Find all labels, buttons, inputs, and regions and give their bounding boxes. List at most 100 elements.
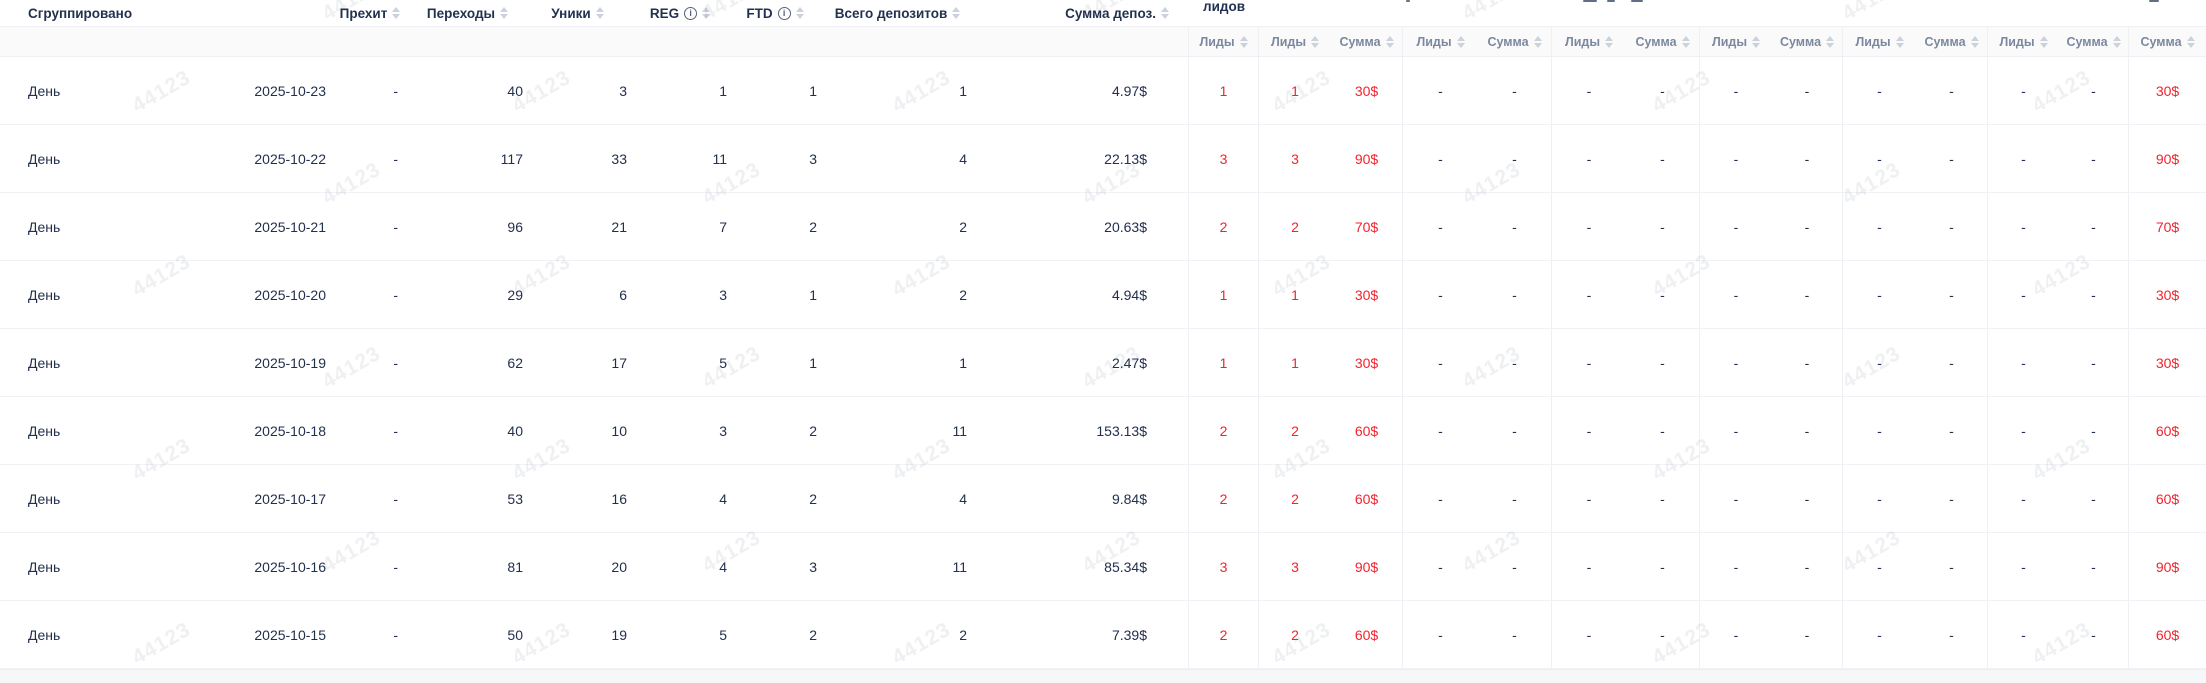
cell-date: 2025-10-21 (254, 218, 326, 235)
subheader-leads-total[interactable]: Лиды (1189, 26, 1259, 57)
subheader-leads[interactable]: Лиды (1843, 26, 1916, 57)
sort-caret-icon[interactable] (595, 7, 604, 19)
subheader-sum[interactable]: Сумма (1916, 26, 1988, 57)
cell-g3_sum: - (1626, 193, 1700, 260)
cell-g6_sum: - (2059, 601, 2129, 668)
cell-uniques: 10 (611, 422, 627, 439)
cell-g2_leads: - (1438, 626, 1443, 643)
cell-deposits: 11 (952, 558, 967, 575)
table-body: День 2025-10-23-40 3 1 1 1 4.97$ 1 1 30$ - - - - - - - - -… (0, 57, 2206, 669)
sort-caret-icon[interactable] (1239, 35, 1248, 48)
column-header-prehit[interactable]: Прехит (330, 0, 410, 26)
cell-g3_leads: - (1586, 286, 1592, 303)
sort-caret-icon[interactable] (500, 7, 509, 19)
cell-deposits: 2 (959, 286, 967, 303)
sort-caret-icon[interactable] (392, 7, 401, 19)
cell-g5_sum: - (1916, 397, 1988, 464)
cell-deposit_sum: 4.97$ (975, 57, 1189, 124)
cell-ftd: 1 (809, 354, 817, 371)
cell-date: 2025-10-22 (254, 150, 326, 167)
cell-uniques: 6 (619, 286, 627, 303)
subheader-leads[interactable]: Лиды (1988, 26, 2059, 57)
cell-g3_leads: - (1586, 150, 1592, 167)
table-row: День 2025-10-23-40 3 1 1 1 4.97$ 1 1 30$ - - - - - - - - -… (0, 57, 2206, 125)
column-header-deposit-sum[interactable]: Сумма депоз. (975, 0, 1189, 26)
cell-g5_leads: - (1877, 218, 1882, 235)
cell-g3_sum: - (1626, 261, 1700, 328)
cell-g3_leads: - (1586, 218, 1592, 235)
cell-uniques: 19 (611, 626, 627, 643)
cell-leads_total: 3 (1189, 125, 1259, 192)
sort-caret-icon[interactable] (952, 7, 961, 19)
cell-total_sum: 60$ (2155, 422, 2180, 439)
cell-deposit_sum: 20.63$ (975, 193, 1189, 260)
sort-caret-icon[interactable] (1895, 35, 1904, 48)
cell-g4_leads: - (1733, 626, 1739, 643)
cell-g3_leads: - (1586, 82, 1592, 99)
cell-reg: 1 (719, 82, 727, 99)
cell-g4_leads: - (1733, 286, 1739, 303)
subheader-sum-total[interactable]: Сумма (2129, 26, 2206, 57)
cell-g1_sum: 60$ (1331, 397, 1403, 464)
cell-reg: 4 (719, 490, 727, 507)
cell-g5_leads: - (1877, 354, 1882, 371)
summary-row-clipped (0, 669, 2206, 683)
column-header-grouped: Сгруппировано (28, 5, 133, 21)
sort-caret-icon[interactable] (1533, 35, 1542, 48)
cell-g2_sum: - (1478, 193, 1552, 260)
cell-uniques: 21 (611, 218, 627, 235)
subheader-sum[interactable]: Сумма (2059, 26, 2129, 57)
cell-g5_leads: - (1877, 422, 1882, 439)
sort-caret-icon[interactable] (1456, 35, 1465, 48)
header-row-sub: Лиды Лиды Сумма Лиды Сумма Лиды (0, 26, 2206, 57)
sort-caret-icon[interactable] (2112, 35, 2121, 48)
column-header-total-deposits[interactable]: Всего депозитов (820, 0, 975, 26)
sort-caret-icon[interactable] (795, 7, 804, 19)
subheader-leads[interactable]: Лиды (1403, 26, 1478, 57)
column-header-clicks[interactable]: Переходы (410, 0, 525, 26)
sort-caret-icon[interactable] (702, 7, 711, 19)
sort-caret-icon[interactable] (1970, 35, 1979, 48)
subheader-leads[interactable]: Лиды (1552, 26, 1626, 57)
sort-caret-icon[interactable] (1385, 35, 1394, 48)
sort-caret-icon[interactable] (2039, 35, 2048, 48)
column-header-reg[interactable]: REG i (630, 0, 730, 26)
cell-clicks: 96 (507, 218, 523, 235)
column-header-ftd[interactable]: FTD i (730, 0, 820, 26)
subheader-sum[interactable]: Сумма (1626, 26, 1700, 57)
cell-ftd: 2 (809, 626, 817, 643)
info-icon[interactable]: i (684, 6, 698, 20)
cell-deposit_sum: 85.34$ (975, 533, 1189, 600)
sort-caret-icon[interactable] (1752, 35, 1761, 48)
subheader-sum[interactable]: Сумма (1478, 26, 1552, 57)
cell-total_sum: 30$ (2155, 286, 2180, 303)
sort-caret-icon[interactable] (2186, 35, 2195, 48)
cell-g1_leads: 2 (1291, 422, 1299, 439)
subheader-sum[interactable]: Сумма (1772, 26, 1843, 57)
subheader-sum[interactable]: Сумма (1331, 26, 1403, 57)
sort-caret-icon[interactable] (1311, 35, 1320, 48)
table-row: День 2025-10-21-96 21 7 2 2 20.63$ 2 2 70$ - - - - - - -… (0, 193, 2206, 261)
subheader-leads[interactable]: Лиды (1700, 26, 1772, 57)
cell-reg: 5 (719, 354, 727, 371)
cell-uniques: 33 (611, 150, 627, 167)
cell-g1_leads: 3 (1291, 558, 1299, 575)
column-header-uniques[interactable]: Уники (525, 0, 630, 26)
cell-group: День (28, 150, 61, 167)
cell-uniques: 3 (619, 82, 627, 99)
cell-g4_leads: - (1733, 354, 1739, 371)
cell-prehit: - (393, 150, 398, 167)
sort-caret-icon[interactable] (1826, 35, 1835, 48)
sort-caret-icon[interactable] (1161, 7, 1169, 19)
cell-g2_sum: - (1478, 57, 1552, 124)
cell-reg: 3 (719, 422, 727, 439)
cell-g6_sum: - (2059, 329, 2129, 396)
cell-group: День (28, 490, 61, 507)
cell-reg: 3 (719, 286, 727, 303)
subheader-leads[interactable]: Лиды (1259, 26, 1331, 57)
cell-g2_sum: - (1478, 125, 1552, 192)
sort-caret-icon[interactable] (1605, 35, 1614, 48)
sort-caret-icon[interactable] (1681, 35, 1690, 48)
cell-g5_leads: - (1877, 490, 1882, 507)
info-icon[interactable]: i (777, 6, 791, 20)
